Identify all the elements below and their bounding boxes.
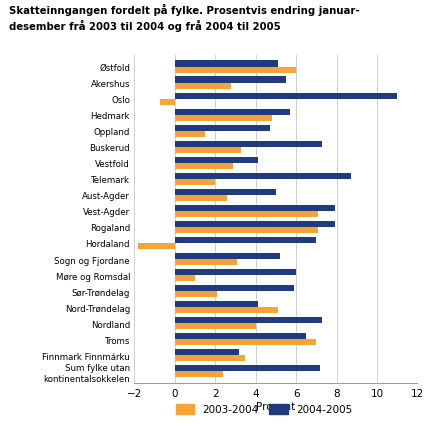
Bar [175,227,318,233]
Bar [175,115,272,121]
Bar [175,366,320,371]
Bar [175,109,290,115]
Bar [175,61,278,67]
Bar [175,147,242,153]
Bar [175,125,270,131]
Bar [175,323,256,329]
Bar [175,131,205,138]
Bar [175,67,296,73]
Bar [175,269,296,275]
Bar [175,291,217,297]
Bar [175,205,334,211]
Bar [175,237,316,243]
Bar [175,253,280,259]
Bar [175,222,334,227]
Bar [175,340,316,345]
Bar [161,99,175,106]
Bar [175,164,233,170]
Bar [175,141,322,147]
Text: Skatteinngangen fordelt på fylke. Prosentvis endring januar-
desember frå 2003 t: Skatteinngangen fordelt på fylke. Prosen… [9,4,359,32]
Bar [175,157,258,164]
Bar [175,93,397,99]
Bar [175,349,239,355]
Bar [175,189,276,196]
Bar [175,371,223,377]
Bar [175,83,231,89]
X-axis label: Prosent: Prosent [256,401,296,411]
Bar [175,333,306,340]
Bar [175,259,237,265]
Bar [175,308,278,314]
Bar [175,301,258,308]
Bar [175,196,227,201]
Bar [175,211,318,217]
Bar [175,179,215,185]
Bar [175,317,322,323]
Legend: 2003-2004, 2004-2005: 2003-2004, 2004-2005 [171,400,357,419]
Bar [138,243,175,250]
Bar [175,285,294,291]
Bar [175,77,286,83]
Bar [175,275,195,282]
Bar [175,355,245,362]
Bar [175,173,351,179]
